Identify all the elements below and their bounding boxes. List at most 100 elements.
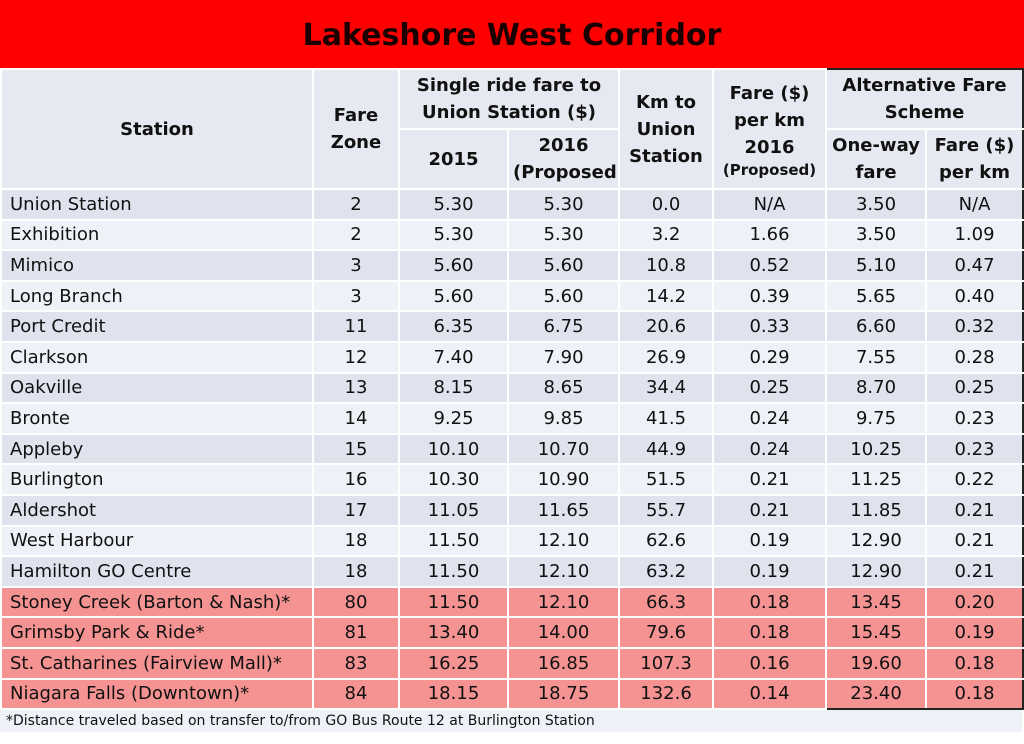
value-cell: 13.45 bbox=[825, 585, 928, 619]
value-cell: 14.2 bbox=[618, 279, 715, 313]
station-cell: Niagara Falls (Downtown)* bbox=[0, 677, 314, 711]
value-cell: 0.25 bbox=[712, 371, 828, 405]
value-cell: N/A bbox=[712, 188, 828, 221]
value-cell: 20.6 bbox=[618, 310, 715, 343]
value-cell: 66.3 bbox=[618, 585, 715, 619]
value-cell: 0.24 bbox=[712, 402, 828, 435]
value-cell: 3.50 bbox=[825, 218, 928, 252]
station-cell: Clarkson bbox=[0, 340, 314, 374]
value-cell: 11.50 bbox=[398, 585, 509, 619]
value-cell: 0.19 bbox=[712, 555, 828, 588]
value-cell: 9.75 bbox=[825, 402, 928, 435]
value-cell: 12.90 bbox=[825, 555, 928, 588]
value-cell: 10.25 bbox=[825, 432, 928, 466]
value-cell: 1.66 bbox=[712, 218, 828, 252]
value-cell: 8.65 bbox=[506, 371, 621, 405]
value-cell: 0.18 bbox=[925, 646, 1024, 680]
value-cell: 0.21 bbox=[925, 524, 1024, 558]
value-cell: 9.25 bbox=[398, 402, 509, 435]
value-cell: 7.40 bbox=[398, 340, 509, 374]
value-cell: 23.40 bbox=[825, 677, 928, 711]
value-cell: 5.60 bbox=[506, 249, 621, 282]
value-cell: 63.2 bbox=[618, 555, 715, 588]
value-cell: 6.75 bbox=[506, 310, 621, 343]
value-cell: 12.10 bbox=[506, 524, 621, 558]
table-row: Clarkson 12 7.40 7.90 26.9 0.29 7.55 0.28 bbox=[0, 340, 1024, 374]
value-cell: 51.5 bbox=[618, 463, 715, 496]
value-cell: 13.40 bbox=[398, 616, 509, 649]
value-cell: 5.30 bbox=[398, 218, 509, 252]
value-cell: 13 bbox=[312, 371, 400, 405]
station-cell: Union Station bbox=[0, 188, 314, 221]
value-cell: 5.10 bbox=[825, 249, 928, 282]
value-cell: 55.7 bbox=[618, 493, 715, 527]
value-cell: 0.39 bbox=[712, 279, 828, 313]
footnote: *Distance traveled based on transfer to/… bbox=[0, 710, 1022, 733]
value-cell: 5.65 bbox=[825, 279, 928, 313]
header-cell: Km to Union Station bbox=[618, 68, 715, 190]
value-cell: 12.90 bbox=[825, 524, 928, 558]
value-cell: 6.60 bbox=[825, 310, 928, 343]
value-cell: 11 bbox=[312, 310, 400, 343]
table-row: Oakville 13 8.15 8.65 34.4 0.25 8.70 0.25 bbox=[0, 371, 1024, 405]
header-cell: 2015 bbox=[398, 128, 509, 190]
value-cell: 7.55 bbox=[825, 340, 928, 374]
value-cell: 16.85 bbox=[506, 646, 621, 680]
value-cell: 17 bbox=[312, 493, 400, 527]
station-cell: Burlington bbox=[0, 463, 314, 496]
value-cell: 5.30 bbox=[506, 218, 621, 252]
value-cell: 34.4 bbox=[618, 371, 715, 405]
value-cell: 3 bbox=[312, 249, 400, 282]
value-cell: 6.35 bbox=[398, 310, 509, 343]
value-cell: 5.60 bbox=[398, 249, 509, 282]
value-cell: 5.30 bbox=[506, 188, 621, 221]
value-cell: 0.19 bbox=[712, 524, 828, 558]
value-cell: 11.50 bbox=[398, 555, 509, 588]
value-cell: 2 bbox=[312, 218, 400, 252]
value-cell: 83 bbox=[312, 646, 400, 680]
value-cell: 3.50 bbox=[825, 188, 928, 221]
value-cell: 19.60 bbox=[825, 646, 928, 680]
header-cell: Station bbox=[0, 68, 314, 190]
value-cell: 1.09 bbox=[925, 218, 1024, 252]
value-cell: 0.14 bbox=[712, 677, 828, 711]
title: Lakeshore West Corridor bbox=[0, 0, 1024, 68]
value-cell: 11.25 bbox=[825, 463, 928, 496]
value-cell: 132.6 bbox=[618, 677, 715, 711]
value-cell: 0.23 bbox=[925, 432, 1024, 466]
value-cell: 10.70 bbox=[506, 432, 621, 466]
table-row: Hamilton GO Centre 18 11.50 12.10 63.2 0.19 12… bbox=[0, 555, 1024, 588]
value-cell: 5.60 bbox=[506, 279, 621, 313]
value-cell: 16 bbox=[312, 463, 400, 496]
station-cell: Stoney Creek (Barton & Nash)* bbox=[0, 585, 314, 619]
value-cell: 44.9 bbox=[618, 432, 715, 466]
value-cell: N/A bbox=[925, 188, 1024, 221]
header-cell: Fare ($) per km 2016 (Proposed) bbox=[712, 68, 828, 190]
value-cell: 0.23 bbox=[925, 402, 1024, 435]
value-cell: 12.10 bbox=[506, 585, 621, 619]
header-cell: Fare Zone bbox=[312, 68, 400, 190]
value-cell: 0.29 bbox=[712, 340, 828, 374]
value-cell: 0.20 bbox=[925, 585, 1024, 619]
value-cell: 0.40 bbox=[925, 279, 1024, 313]
value-cell: 9.85 bbox=[506, 402, 621, 435]
value-cell: 26.9 bbox=[618, 340, 715, 374]
station-cell: Oakville bbox=[0, 371, 314, 405]
value-cell: 0.28 bbox=[925, 340, 1024, 374]
table-row: Stoney Creek (Barton & Nash)* 80 11.50 12.1… bbox=[0, 585, 1024, 619]
value-cell: 3 bbox=[312, 279, 400, 313]
value-cell: 41.5 bbox=[618, 402, 715, 435]
table-row: Grimsby Park & Ride* 81 13.40 14.00 79.6 0.18… bbox=[0, 616, 1024, 649]
table-row: Long Branch 3 5.60 5.60 14.2 0.39 5.65 0.40 bbox=[0, 279, 1024, 313]
value-cell: 15.45 bbox=[825, 616, 928, 649]
value-cell: 8.70 bbox=[825, 371, 928, 405]
value-cell: 0.24 bbox=[712, 432, 828, 466]
value-cell: 0.25 bbox=[925, 371, 1024, 405]
value-cell: 0.33 bbox=[712, 310, 828, 343]
value-cell: 7.90 bbox=[506, 340, 621, 374]
station-cell: Bronte bbox=[0, 402, 314, 435]
value-cell: 10.8 bbox=[618, 249, 715, 282]
header-cell: Single ride fare to Union Station ($) bbox=[397, 68, 621, 130]
value-cell: 11.65 bbox=[506, 493, 621, 527]
